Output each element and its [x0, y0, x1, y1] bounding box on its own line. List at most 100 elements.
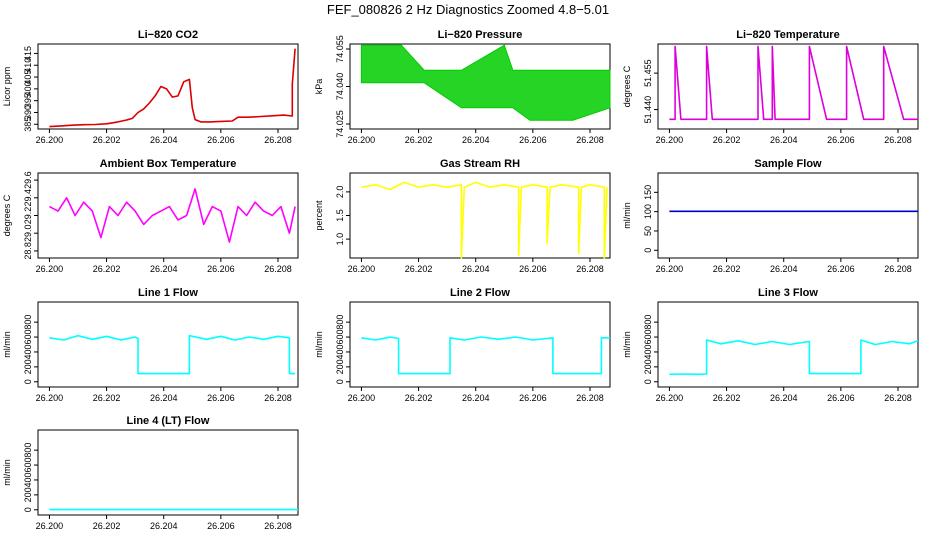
y-tick-label: 200 [335, 359, 345, 374]
chart-panel-temp: Li−820 Temperature degrees C 26.200 26.202 2… [622, 29, 919, 145]
x-tick-label: 26.204 [770, 264, 798, 274]
y-tick-label: 800 [23, 443, 33, 458]
y-tick-label: 400 [23, 472, 33, 487]
x-tick-label: 26.202 [93, 264, 121, 274]
x-tick-label: 26.200 [36, 135, 64, 145]
y-tick-label: 395 [23, 93, 33, 108]
panel-title: Li−820 Temperature [736, 29, 839, 41]
x-tick-label: 26.208 [264, 521, 292, 531]
chart-panel-pressure: Li−820 Pressure kPa 26.200 26.202 26.204 26.2… [314, 29, 611, 145]
y-tick-label: 74.025 [335, 110, 345, 138]
data-series-line [49, 48, 296, 128]
y-tick-label: 0 [643, 379, 653, 384]
x-tick-label: 26.204 [150, 521, 178, 531]
panel-title: Line 3 Flow [758, 287, 818, 299]
x-tick-label: 26.200 [656, 393, 684, 403]
x-tick-label: 26.208 [264, 264, 292, 274]
y-tick-label: 1.0 [335, 233, 345, 246]
x-tick-label: 26.206 [519, 264, 547, 274]
y-tick-label: 74.040 [335, 73, 345, 101]
y-tick-label: 0 [643, 248, 653, 253]
chart-panel-line3: Line 3 Flow ml/min 26.200 26.202 26.204 26.20… [622, 287, 919, 403]
x-tick-label: 26.206 [207, 393, 235, 403]
plot-frame [349, 301, 611, 388]
x-tick-label: 26.206 [207, 135, 235, 145]
data-series-line [669, 339, 919, 376]
plot-frame [37, 301, 299, 388]
x-tick-label: 26.200 [348, 264, 376, 274]
y-axis-label: ml/min [622, 202, 632, 229]
y-tick-label: 51.455 [643, 59, 653, 87]
y-tick-label: 200 [23, 359, 33, 374]
data-series-band [360, 44, 611, 121]
x-tick-label: 26.202 [405, 393, 433, 403]
y-tick-label: 29.6 [23, 171, 33, 189]
panel-title: Sample Flow [754, 158, 822, 170]
data-series-line [361, 181, 608, 259]
y-tick-label: 74.055 [335, 35, 345, 63]
x-tick-label: 26.200 [348, 135, 376, 145]
y-tick-label: 415 [23, 46, 33, 61]
y-tick-label: 390 [23, 105, 33, 120]
y-axis-label: percent [314, 200, 324, 231]
y-tick-label: 0 [335, 379, 345, 384]
y-axis-label: kPa [314, 79, 324, 95]
x-tick-label: 26.202 [713, 135, 741, 145]
plot-frame [657, 301, 919, 388]
x-tick-label: 26.202 [713, 264, 741, 274]
y-axis-label: Licor ppm [2, 67, 12, 107]
plot-frame [657, 43, 919, 130]
y-tick-label: 0 [23, 507, 33, 512]
chart-panel-line2: Line 2 Flow ml/min 26.200 26.202 26.204 26.20… [314, 287, 611, 403]
x-tick-label: 26.202 [405, 135, 433, 145]
panel-title: Line 4 (LT) Flow [127, 415, 210, 427]
data-series-line [49, 188, 296, 243]
chart-panel-sample: Sample Flow ml/min 26.200 26.202 26.204 26.20… [622, 158, 919, 274]
y-tick-label: 100 [643, 204, 653, 219]
x-tick-label: 26.202 [93, 393, 121, 403]
y-tick-label: 800 [335, 315, 345, 330]
y-axis-label: ml/min [2, 459, 12, 486]
chart-panel-rh: Gas Stream RH percent 26.200 26.202 26.204 26… [314, 158, 611, 274]
x-tick-label: 26.204 [462, 264, 490, 274]
y-tick-label: 600 [23, 458, 33, 473]
x-tick-label: 26.204 [462, 393, 490, 403]
x-tick-label: 26.202 [713, 393, 741, 403]
plot-frame [657, 172, 919, 259]
plot-frame [37, 429, 299, 516]
y-tick-label: 385 [23, 117, 33, 132]
x-tick-label: 26.200 [656, 264, 684, 274]
plot-frame [37, 172, 299, 259]
x-tick-label: 26.200 [348, 393, 376, 403]
y-tick-label: 29.2 [23, 207, 33, 225]
y-tick-label: 600 [643, 330, 653, 345]
y-axis-label: degrees C [622, 65, 632, 107]
y-tick-label: 400 [335, 344, 345, 359]
x-tick-label: 26.206 [207, 521, 235, 531]
x-tick-label: 26.200 [36, 264, 64, 274]
panel-title: Gas Stream RH [440, 158, 520, 170]
y-tick-label: 410 [23, 58, 33, 73]
y-tick-label: 400 [23, 344, 33, 359]
y-tick-label: 29.0 [23, 224, 33, 242]
x-tick-label: 26.204 [770, 135, 798, 145]
x-tick-label: 26.206 [519, 135, 547, 145]
y-tick-label: 1.5 [335, 209, 345, 222]
chart-panel-co2: Li−820 CO2 Licor ppm 26.200 26.202 26.204 26.… [2, 29, 299, 145]
y-tick-label: 150 [643, 185, 653, 200]
y-tick-label: 200 [643, 359, 653, 374]
x-tick-label: 26.206 [207, 264, 235, 274]
y-tick-label: 51.440 [643, 96, 653, 124]
x-tick-label: 26.200 [36, 521, 64, 531]
chart-panel-line1: Line 1 Flow ml/min 26.200 26.202 26.204 26.20… [2, 287, 299, 403]
x-tick-label: 26.202 [93, 521, 121, 531]
y-tick-label: 405 [23, 70, 33, 85]
y-axis-label: ml/min [622, 331, 632, 358]
panel-title: Li−820 CO2 [138, 29, 198, 41]
data-series-line [361, 336, 610, 375]
x-tick-label: 26.204 [770, 393, 798, 403]
y-tick-label: 29.4 [23, 189, 33, 207]
x-tick-label: 26.208 [576, 393, 604, 403]
y-tick-label: 50 [643, 226, 653, 236]
x-tick-label: 26.204 [150, 264, 178, 274]
